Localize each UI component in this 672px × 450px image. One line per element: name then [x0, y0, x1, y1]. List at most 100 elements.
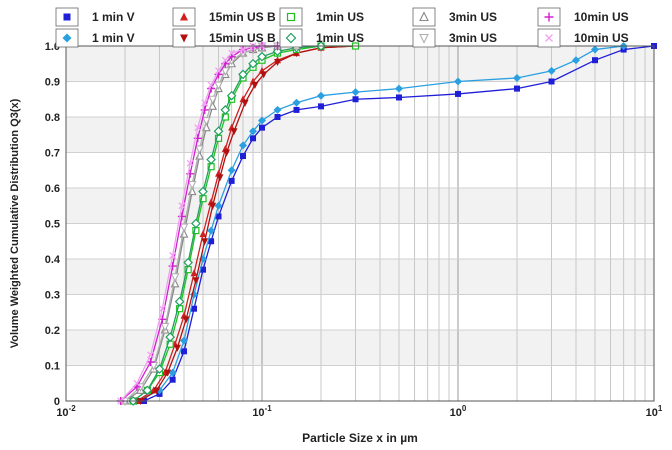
- data-point: [226, 90, 237, 101]
- legend-label: 3min US: [449, 31, 497, 45]
- data-point: [591, 57, 598, 64]
- legend-marker: [286, 12, 296, 22]
- legend-item: 1min US: [279, 28, 364, 48]
- y-tick-label: 0.8: [45, 112, 60, 124]
- data-point: [146, 357, 155, 366]
- data-point: [180, 336, 189, 345]
- data-point: [292, 98, 301, 107]
- x-tick-label: 100: [450, 404, 467, 419]
- y-tick-label: 0.2: [45, 325, 60, 337]
- data-point: [230, 128, 238, 136]
- legend-item: 1min US: [279, 7, 364, 27]
- legend-item: 15min US B: [172, 28, 276, 48]
- legend-marker: [285, 32, 297, 44]
- data-point: [215, 67, 222, 75]
- x-tick-label: 101: [646, 404, 663, 419]
- data-point: [274, 58, 282, 66]
- data-point: [194, 124, 202, 132]
- plot-band: [66, 259, 654, 295]
- data-point: [590, 45, 599, 54]
- data-point: [241, 99, 249, 107]
- data-point: [147, 351, 155, 359]
- data-point: [214, 201, 223, 210]
- series-line: [120, 45, 262, 402]
- data-point: [273, 105, 282, 114]
- data-point: [198, 186, 208, 197]
- plot-band: [66, 294, 654, 330]
- legend-item: 1 min V: [55, 28, 135, 48]
- data-point: [183, 257, 194, 268]
- data-point: [153, 387, 161, 395]
- plot-bands: [66, 46, 654, 401]
- data-point: [250, 135, 257, 142]
- legend: 1 min V 1 min V 15min US B 15min US B 1min U…: [55, 7, 629, 48]
- legend-marker: [62, 33, 72, 43]
- data-point: [200, 105, 209, 114]
- y-tick-label: 0: [54, 396, 60, 408]
- data-point: [514, 85, 521, 92]
- plot-frame: [65, 45, 655, 402]
- data-point: [259, 124, 265, 131]
- data-point: [195, 145, 204, 155]
- data-point: [178, 202, 186, 210]
- data-point: [158, 305, 166, 313]
- data-point: [239, 141, 248, 150]
- data-point: [174, 296, 185, 307]
- data-point: [547, 66, 556, 75]
- data-point: [513, 73, 522, 82]
- data-point: [216, 174, 224, 182]
- data-point: [187, 180, 197, 190]
- data-point: [220, 105, 231, 115]
- x-axis-label: Particle Size x in µm: [302, 431, 418, 445]
- data-point: [201, 238, 209, 246]
- data-point: [170, 273, 180, 282]
- data-point: [207, 226, 216, 235]
- legend-marker: [180, 34, 188, 43]
- data-point: [317, 91, 326, 100]
- data-point: [209, 202, 217, 210]
- legend-label: 3min US: [449, 10, 497, 24]
- plot-band: [66, 117, 654, 153]
- legend-marker: [419, 11, 429, 22]
- legend-label: 15min US B: [209, 10, 276, 24]
- data-point: [164, 369, 172, 377]
- legend-label: 10min US: [574, 10, 629, 24]
- data-point: [395, 94, 402, 101]
- y-axis-label: Volume Weighted Cumulative Distribution …: [9, 98, 21, 348]
- data-point: [274, 114, 281, 120]
- series-10: [117, 42, 266, 405]
- data-point: [257, 51, 267, 62]
- y-tick-label: 0.9: [45, 77, 60, 89]
- data-point: [169, 251, 177, 259]
- data-point: [208, 238, 215, 245]
- data-point: [142, 385, 153, 396]
- series-line: [140, 45, 356, 402]
- legend-item: 3min US: [412, 7, 497, 27]
- legend-item: 3min US: [412, 28, 497, 48]
- data-point: [258, 116, 266, 125]
- legend-label: 15min US B: [209, 31, 276, 45]
- data-point: [455, 90, 461, 97]
- y-tick-label: 0.4: [45, 254, 61, 266]
- data-point: [168, 368, 177, 377]
- legend-marker: [63, 13, 71, 21]
- data-point: [572, 56, 581, 65]
- plot-band: [66, 152, 654, 188]
- data-point: [221, 56, 229, 64]
- data-point: [548, 78, 555, 85]
- legend-item: 10min US: [537, 7, 629, 27]
- legend-label: 10min US: [574, 31, 629, 45]
- data-point: [223, 149, 231, 157]
- legend-marker: [180, 12, 188, 21]
- data-point: [199, 230, 207, 238]
- data-point: [239, 46, 247, 54]
- y-tick-labels: 00.10.20.30.40.50.60.70.80.91.0: [45, 41, 61, 408]
- data-point: [214, 81, 223, 91]
- data-point: [351, 88, 360, 97]
- data-point: [260, 71, 268, 79]
- data-point: [201, 117, 211, 126]
- data-point: [191, 218, 201, 229]
- data-point: [165, 332, 176, 342]
- data-point: [207, 81, 215, 89]
